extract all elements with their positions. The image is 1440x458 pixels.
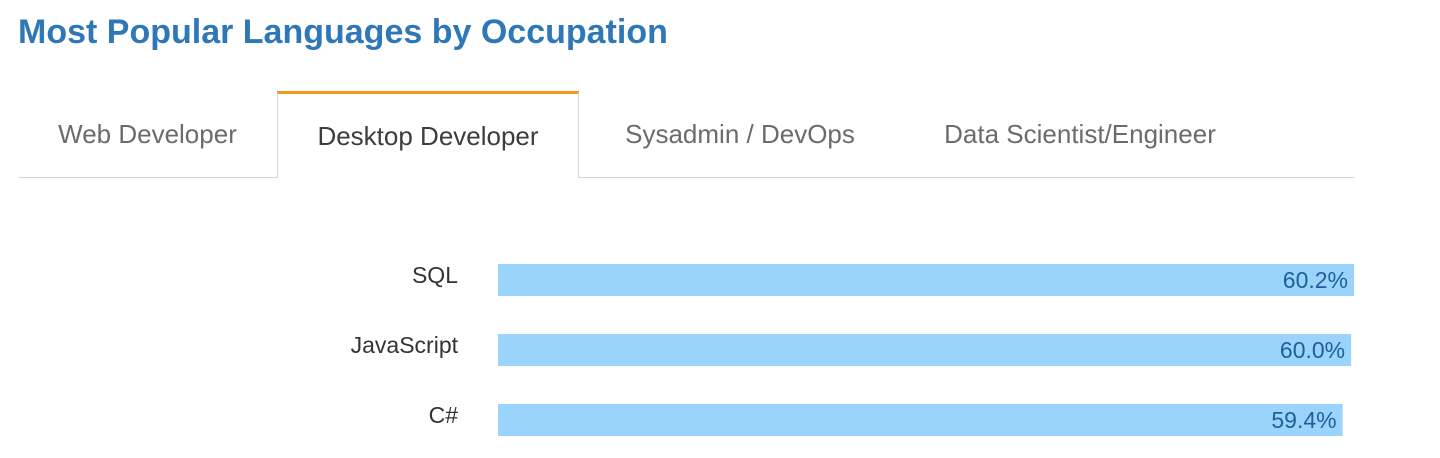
category-label-sql: SQL: [412, 262, 458, 288]
tab-data-scientist-engineer[interactable]: Data Scientist/Engineer: [944, 118, 1216, 149]
tab-web-developer[interactable]: Web Developer: [58, 118, 237, 149]
category-label-javascript: JavaScript: [351, 332, 459, 358]
value-label-csharp: 59.4%: [1271, 407, 1336, 433]
value-label-sql: 60.2%: [1283, 267, 1348, 293]
tab-sysadmin-devops[interactable]: Sysadmin / DevOps: [625, 118, 855, 149]
tabs-divider: [18, 177, 1354, 178]
page-title: Most Popular Languages by Occupation: [18, 13, 668, 51]
bar-csharp: [498, 404, 1343, 436]
value-label-javascript: 60.0%: [1280, 337, 1345, 363]
bar-sql: [498, 264, 1354, 296]
category-label-csharp: C#: [429, 402, 459, 428]
tab-desktop-developer[interactable]: Desktop Developer: [277, 91, 579, 178]
bar-javascript: [498, 334, 1352, 366]
occupation-tabs: Web Developer Desktop Developer Sysadmin…: [18, 91, 1354, 178]
bar-chart: SQL 60.2% JavaScript 60.0% C# 59.4%: [351, 262, 1354, 436]
